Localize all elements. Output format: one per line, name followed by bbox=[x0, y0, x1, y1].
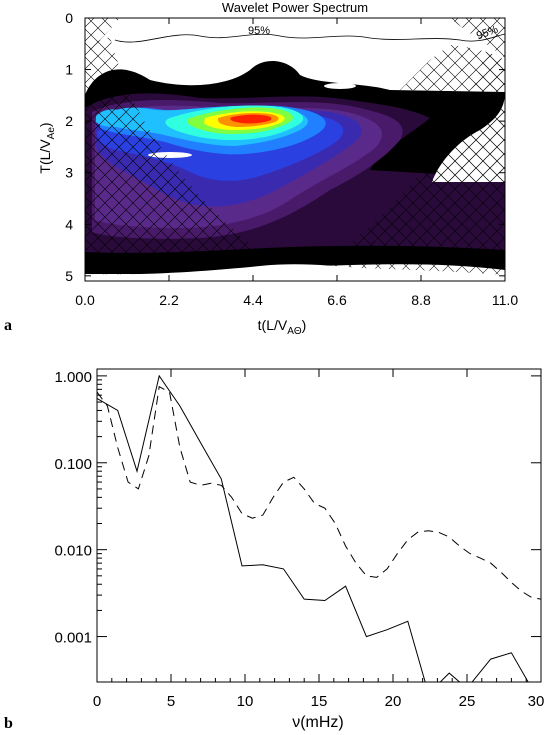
panel-a-x-tick-label: 2.2 bbox=[159, 292, 179, 308]
panel-a-x-label-main: t(L/V bbox=[258, 317, 288, 333]
panel-a-x-ticks: 0.0 2.2 4.4 6.6 8.8 11.0 bbox=[75, 18, 518, 308]
panel-a-y-ticks: 0 1 2 3 4 5 bbox=[65, 10, 505, 284]
wavelet-spectrum-image bbox=[85, 18, 505, 281]
panel-a: Wavelet Power Spectrum bbox=[4, 0, 518, 337]
panel-b-y-tick-label: 1.000 bbox=[54, 369, 92, 386]
panel-b-letter: b bbox=[4, 715, 13, 732]
panel-b-x-tick-label: 0 bbox=[93, 693, 101, 710]
series-dashed-line bbox=[97, 385, 541, 600]
panel-b-x-ticks: 0 5 10 15 20 25 30 bbox=[93, 369, 545, 710]
panel-a-x-tick-label: 6.6 bbox=[327, 292, 347, 308]
panel-a-y-tick-label: 5 bbox=[65, 268, 73, 284]
panel-a-y-tick-label: 4 bbox=[65, 216, 73, 232]
panel-a-frame bbox=[84, 17, 506, 282]
series-solid-line bbox=[97, 374, 529, 682]
panel-a-x-tick-label: 0.0 bbox=[75, 292, 95, 308]
panel-a-title: Wavelet Power Spectrum bbox=[222, 0, 368, 15]
panel-a-y-label-sub: Ae bbox=[46, 127, 57, 140]
panel-a-y-tick-label: 2 bbox=[65, 113, 73, 129]
panel-b-x-label: ν(mHz) bbox=[292, 714, 344, 731]
panel-b: 0 5 10 15 20 25 30 1.000 0.100 0.010 0.001 ν(mHz)… bbox=[4, 368, 545, 732]
panel-a-x-label-close: ) bbox=[302, 317, 307, 333]
panel-b-y-ticks: 1.000 0.100 0.010 0.001 bbox=[54, 369, 541, 647]
panel-a-y-label-close: ) bbox=[37, 122, 53, 127]
panel-b-x-tick-label: 20 bbox=[385, 693, 402, 710]
panel-a-x-tick-label: 8.8 bbox=[411, 292, 431, 308]
panel-a-x-tick-label: 4.4 bbox=[243, 292, 263, 308]
panel-b-y-tick-label: 0.010 bbox=[54, 543, 92, 560]
panel-a-y-label-main: T(L/V bbox=[37, 139, 53, 174]
panel-a-y-tick-label: 1 bbox=[65, 62, 73, 78]
panel-b-x-tick-label: 30 bbox=[528, 693, 545, 710]
panel-a-letter: a bbox=[4, 317, 12, 334]
panel-b-x-tick-label: 5 bbox=[167, 693, 175, 710]
panel-b-x-tick-label: 15 bbox=[311, 693, 328, 710]
panel-b-y-tick-label: 0.001 bbox=[54, 630, 92, 647]
panel-a-y-label: T(L/VAe) bbox=[37, 122, 57, 173]
panel-b-frame bbox=[96, 368, 542, 683]
panel-a-y-tick-label: 3 bbox=[65, 165, 73, 181]
panel-b-x-tick-label: 25 bbox=[459, 693, 476, 710]
panel-a-x-tick-label: 11.0 bbox=[492, 292, 518, 308]
panel-a-x-label-sub: AΘ bbox=[287, 326, 302, 337]
panel-b-y-tick-label: 0.100 bbox=[54, 456, 92, 473]
panel-b-x-tick-label: 10 bbox=[237, 693, 254, 710]
significance-label-1: 95% bbox=[248, 25, 270, 37]
panel-a-y-tick-label: 0 bbox=[65, 10, 73, 26]
panel-a-x-label: t(L/VAΘ) bbox=[258, 317, 307, 337]
